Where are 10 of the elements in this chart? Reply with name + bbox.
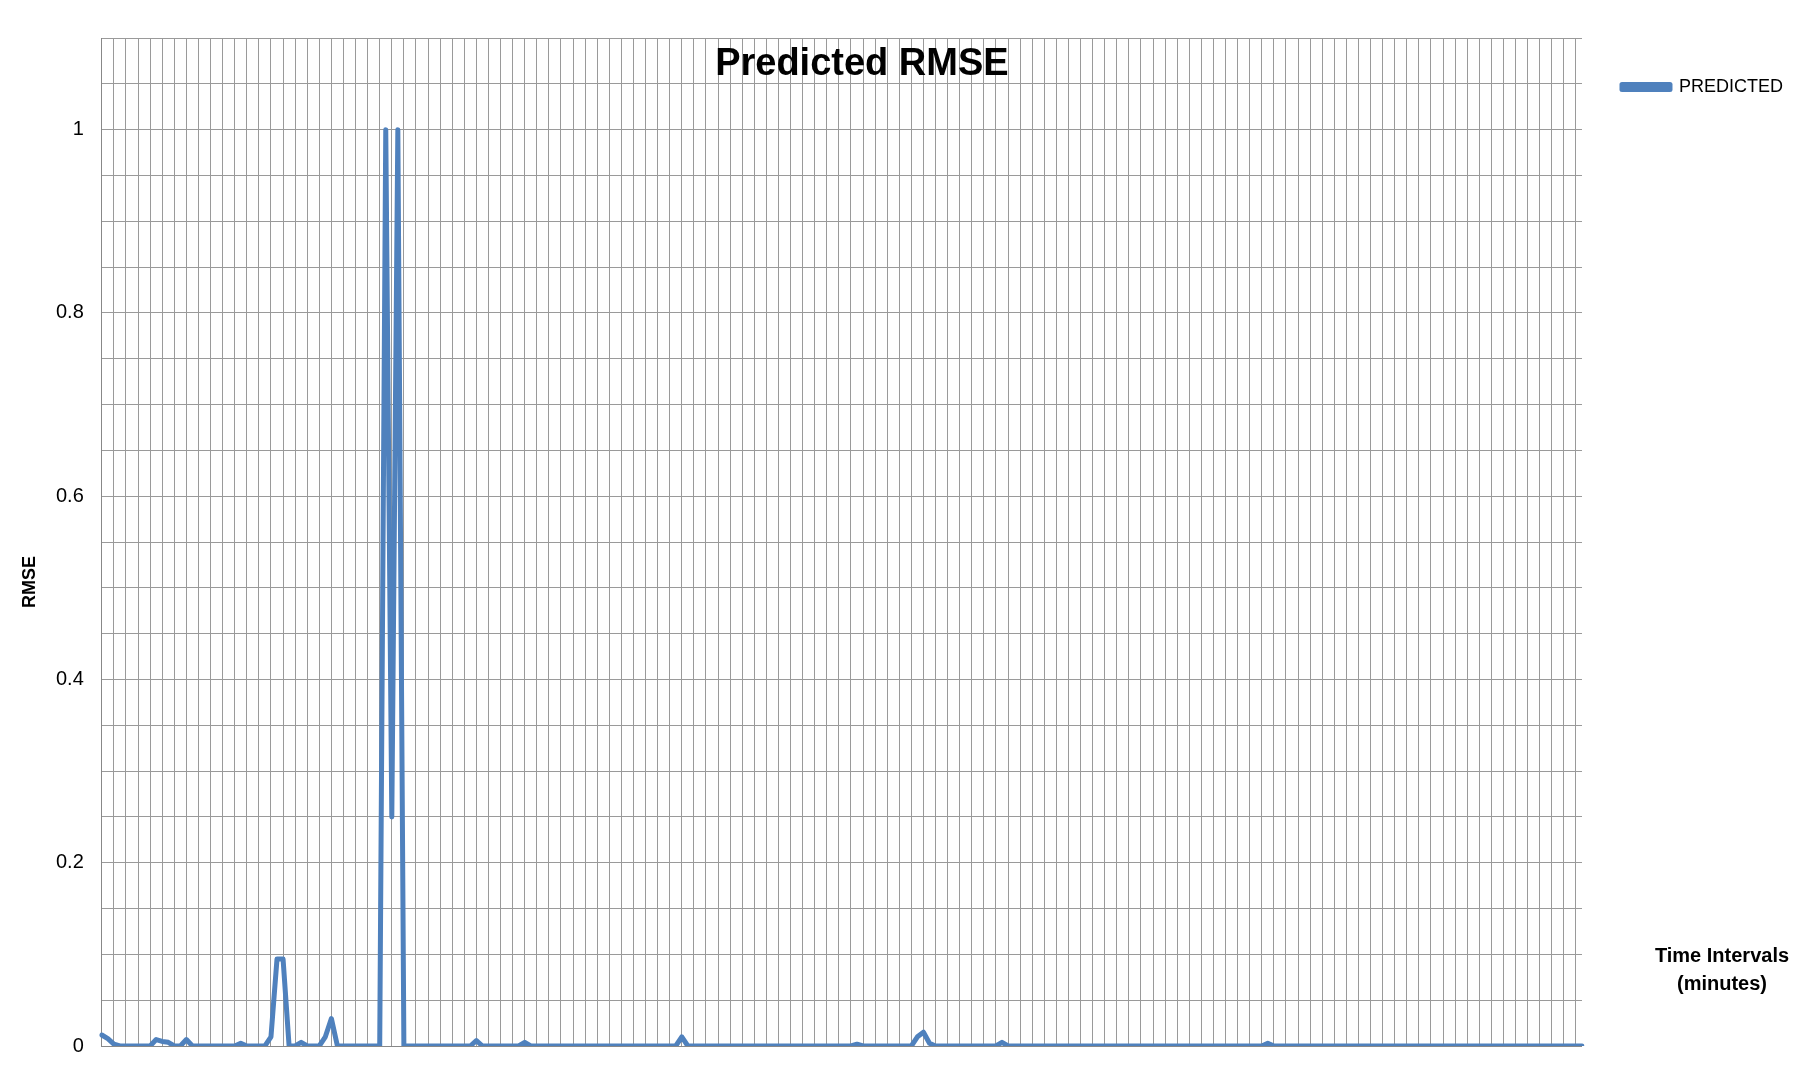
y-tick-label: 0.8 (55, 300, 84, 323)
y-axis-title: RMSE (18, 555, 39, 609)
y-tick-label: 1 (72, 117, 84, 140)
y-tick-label: 0.6 (55, 483, 84, 506)
legend-label: PREDICTED (1678, 75, 1784, 96)
x-axis-title: Time Intervals (minutes) (1654, 943, 1790, 994)
chart-title: Predicted RMSE (715, 41, 1009, 84)
y-tick-label: 0 (72, 1033, 84, 1056)
y-tick-label: 0.2 (55, 850, 84, 873)
y-tick-label: 0.4 (55, 666, 84, 689)
